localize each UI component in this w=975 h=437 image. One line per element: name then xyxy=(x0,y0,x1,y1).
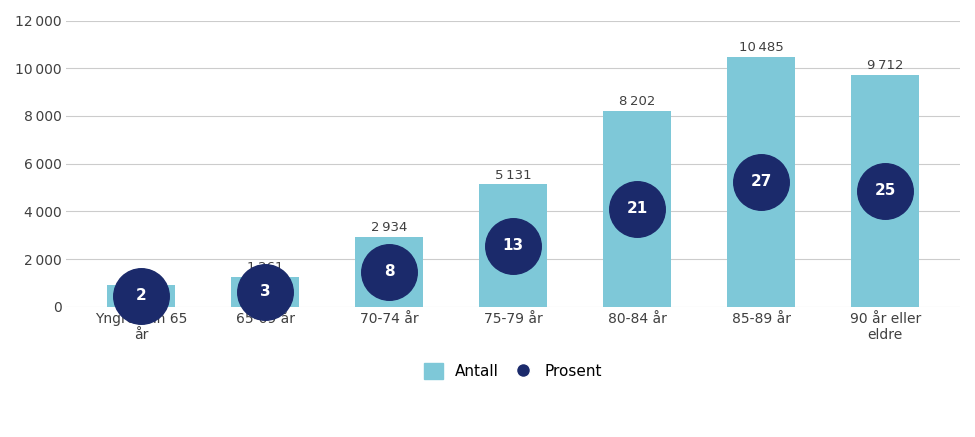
Text: 3: 3 xyxy=(260,284,270,299)
Bar xyxy=(355,237,423,307)
Text: 25: 25 xyxy=(875,184,896,198)
Bar xyxy=(107,285,176,307)
Bar xyxy=(479,184,547,307)
Point xyxy=(381,268,397,275)
Bar xyxy=(604,111,672,307)
Point xyxy=(630,205,645,212)
Text: 13: 13 xyxy=(503,238,524,253)
Text: 8: 8 xyxy=(384,264,395,279)
Text: 927: 927 xyxy=(129,269,154,282)
Point xyxy=(754,178,769,185)
Point xyxy=(257,288,273,295)
Point xyxy=(878,187,893,194)
Text: 9 712: 9 712 xyxy=(867,59,904,72)
Text: 5 131: 5 131 xyxy=(495,169,531,181)
Text: 27: 27 xyxy=(751,174,772,189)
Bar xyxy=(727,57,796,307)
Legend: Antall, Prosent: Antall, Prosent xyxy=(418,357,608,385)
Point xyxy=(505,242,521,249)
Bar xyxy=(851,75,919,307)
Text: 21: 21 xyxy=(627,201,647,216)
Text: 10 485: 10 485 xyxy=(739,41,784,54)
Point xyxy=(134,292,149,299)
Bar xyxy=(231,277,299,307)
Text: 2: 2 xyxy=(136,288,146,303)
Text: 2 934: 2 934 xyxy=(371,221,408,234)
Text: 1 261: 1 261 xyxy=(247,261,284,274)
Text: 8 202: 8 202 xyxy=(619,95,655,108)
